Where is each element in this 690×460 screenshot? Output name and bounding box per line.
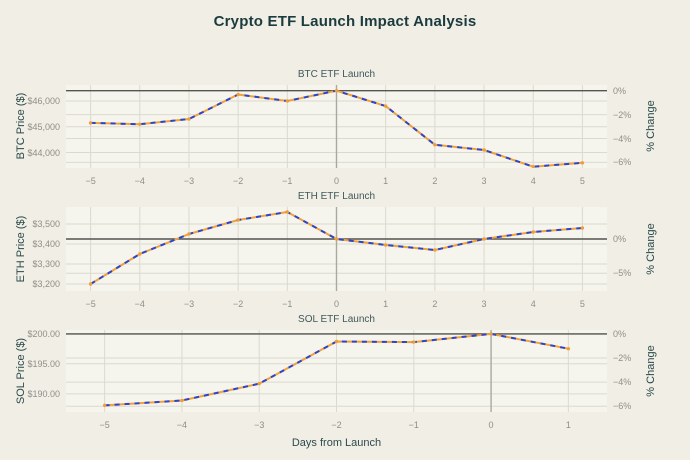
pct-axis-label-eth: % Change (645, 223, 657, 275)
price-tick-label: $44,000 (27, 147, 60, 158)
x-tick-label: 4 (530, 176, 536, 186)
price-tick-label: $190.00 (27, 388, 60, 399)
price-tick-label: $3,300 (32, 259, 60, 269)
price-tick-label: $3,200 (32, 279, 60, 289)
price-tick-label: $3,500 (32, 219, 60, 229)
x-tick-label: 2 (432, 176, 438, 186)
pct-tick-label: −2% (613, 353, 632, 364)
x-tick-label: 5 (579, 299, 585, 309)
x-tick-label: −3 (254, 420, 265, 430)
pct-tick-label: −4% (613, 133, 632, 144)
x-tick-label: 0 (488, 420, 494, 430)
chart-plot-btc (66, 85, 607, 168)
x-tick-label: 4 (530, 299, 536, 309)
x-tick-label: −4 (134, 176, 145, 186)
figure-title: Crypto ETF Launch Impact Analysis (213, 13, 477, 30)
subplot-title-eth: ETH ETF Launch (297, 191, 376, 202)
price-tick-label: $45,000 (27, 121, 60, 132)
data-point-marker (285, 210, 290, 214)
data-point-marker (236, 218, 240, 222)
data-point-marker (187, 117, 191, 121)
x-axis-label: Days from Launch (291, 437, 382, 449)
chart-plot-eth (66, 207, 607, 291)
data-point-marker (138, 122, 142, 126)
x-tick-label: −2 (232, 299, 244, 309)
x-tick-label: −1 (282, 176, 293, 186)
y-axis-label-eth: ETH Price ($) (15, 215, 27, 283)
data-point-marker (531, 230, 535, 234)
subplot-title-btc: BTC ETF Launch (297, 69, 376, 80)
x-tick-label: 1 (383, 176, 389, 186)
data-point-marker (334, 339, 339, 344)
x-tick-label: −4 (134, 299, 145, 309)
data-point-marker (433, 248, 437, 252)
data-point-marker (580, 226, 585, 230)
x-tick-label: −5 (85, 299, 96, 309)
data-point-marker (531, 165, 535, 168)
data-point-marker (236, 92, 240, 97)
x-tick-label: 3 (481, 176, 487, 186)
data-point-marker (334, 88, 339, 93)
data-point-marker (102, 403, 107, 408)
x-tick-label: −5 (99, 420, 110, 430)
x-tick-label: 3 (481, 299, 487, 309)
data-point-marker (580, 161, 585, 165)
data-point-marker (257, 381, 261, 386)
pct-tick-label: 0% (613, 328, 627, 339)
pct-axis-label-btc: % Change (645, 100, 657, 152)
data-point-marker (412, 340, 416, 344)
x-tick-label: 0 (333, 299, 339, 309)
pct-tick-label: −4% (613, 377, 632, 388)
x-tick-label: 2 (432, 299, 438, 309)
x-tick-label: −2 (232, 176, 244, 186)
pct-tick-label: −5% (613, 268, 632, 279)
price-tick-label: $3,400 (32, 239, 60, 249)
x-tick-label: 5 (579, 176, 585, 186)
data-point-marker (566, 346, 571, 351)
x-tick-label: −2 (331, 420, 342, 430)
data-point-marker (285, 99, 290, 103)
data-point-marker (383, 243, 388, 247)
x-tick-label: −3 (183, 176, 195, 186)
x-tick-label: −1 (282, 299, 293, 309)
data-point-marker (88, 282, 93, 286)
data-point-marker (489, 332, 493, 336)
data-point-marker (482, 148, 486, 152)
price-tick-label: $46,000 (27, 95, 60, 106)
data-point-marker (187, 232, 191, 236)
pct-tick-label: −2% (613, 109, 632, 120)
data-point-marker (383, 104, 388, 108)
data-point-marker (482, 237, 486, 241)
data-point-marker (88, 121, 93, 125)
pct-tick-label: 0% (613, 85, 627, 96)
x-tick-label: −3 (183, 299, 195, 309)
price-tick-label: $200.00 (27, 328, 60, 339)
x-tick-label: −1 (408, 420, 419, 430)
x-tick-label: 1 (383, 299, 389, 309)
x-tick-label: −5 (85, 176, 96, 186)
x-tick-label: −4 (176, 420, 188, 430)
price-line-blue-dashed (90, 211, 583, 285)
pct-tick-label: −6% (613, 157, 632, 168)
x-tick-label: 1 (565, 420, 571, 430)
subplot-title-sol: SOL ETF Launch (298, 314, 375, 325)
x-tick-label: 0 (333, 176, 339, 186)
data-point-marker (138, 252, 142, 256)
chart-plot-sol (66, 330, 607, 412)
pct-tick-label: −6% (613, 401, 632, 412)
price-tick-label: $195.00 (27, 358, 60, 369)
pct-tick-label: 0% (613, 234, 627, 244)
data-point-marker (433, 143, 437, 147)
data-point-marker (180, 398, 184, 403)
data-point-marker (334, 237, 339, 241)
